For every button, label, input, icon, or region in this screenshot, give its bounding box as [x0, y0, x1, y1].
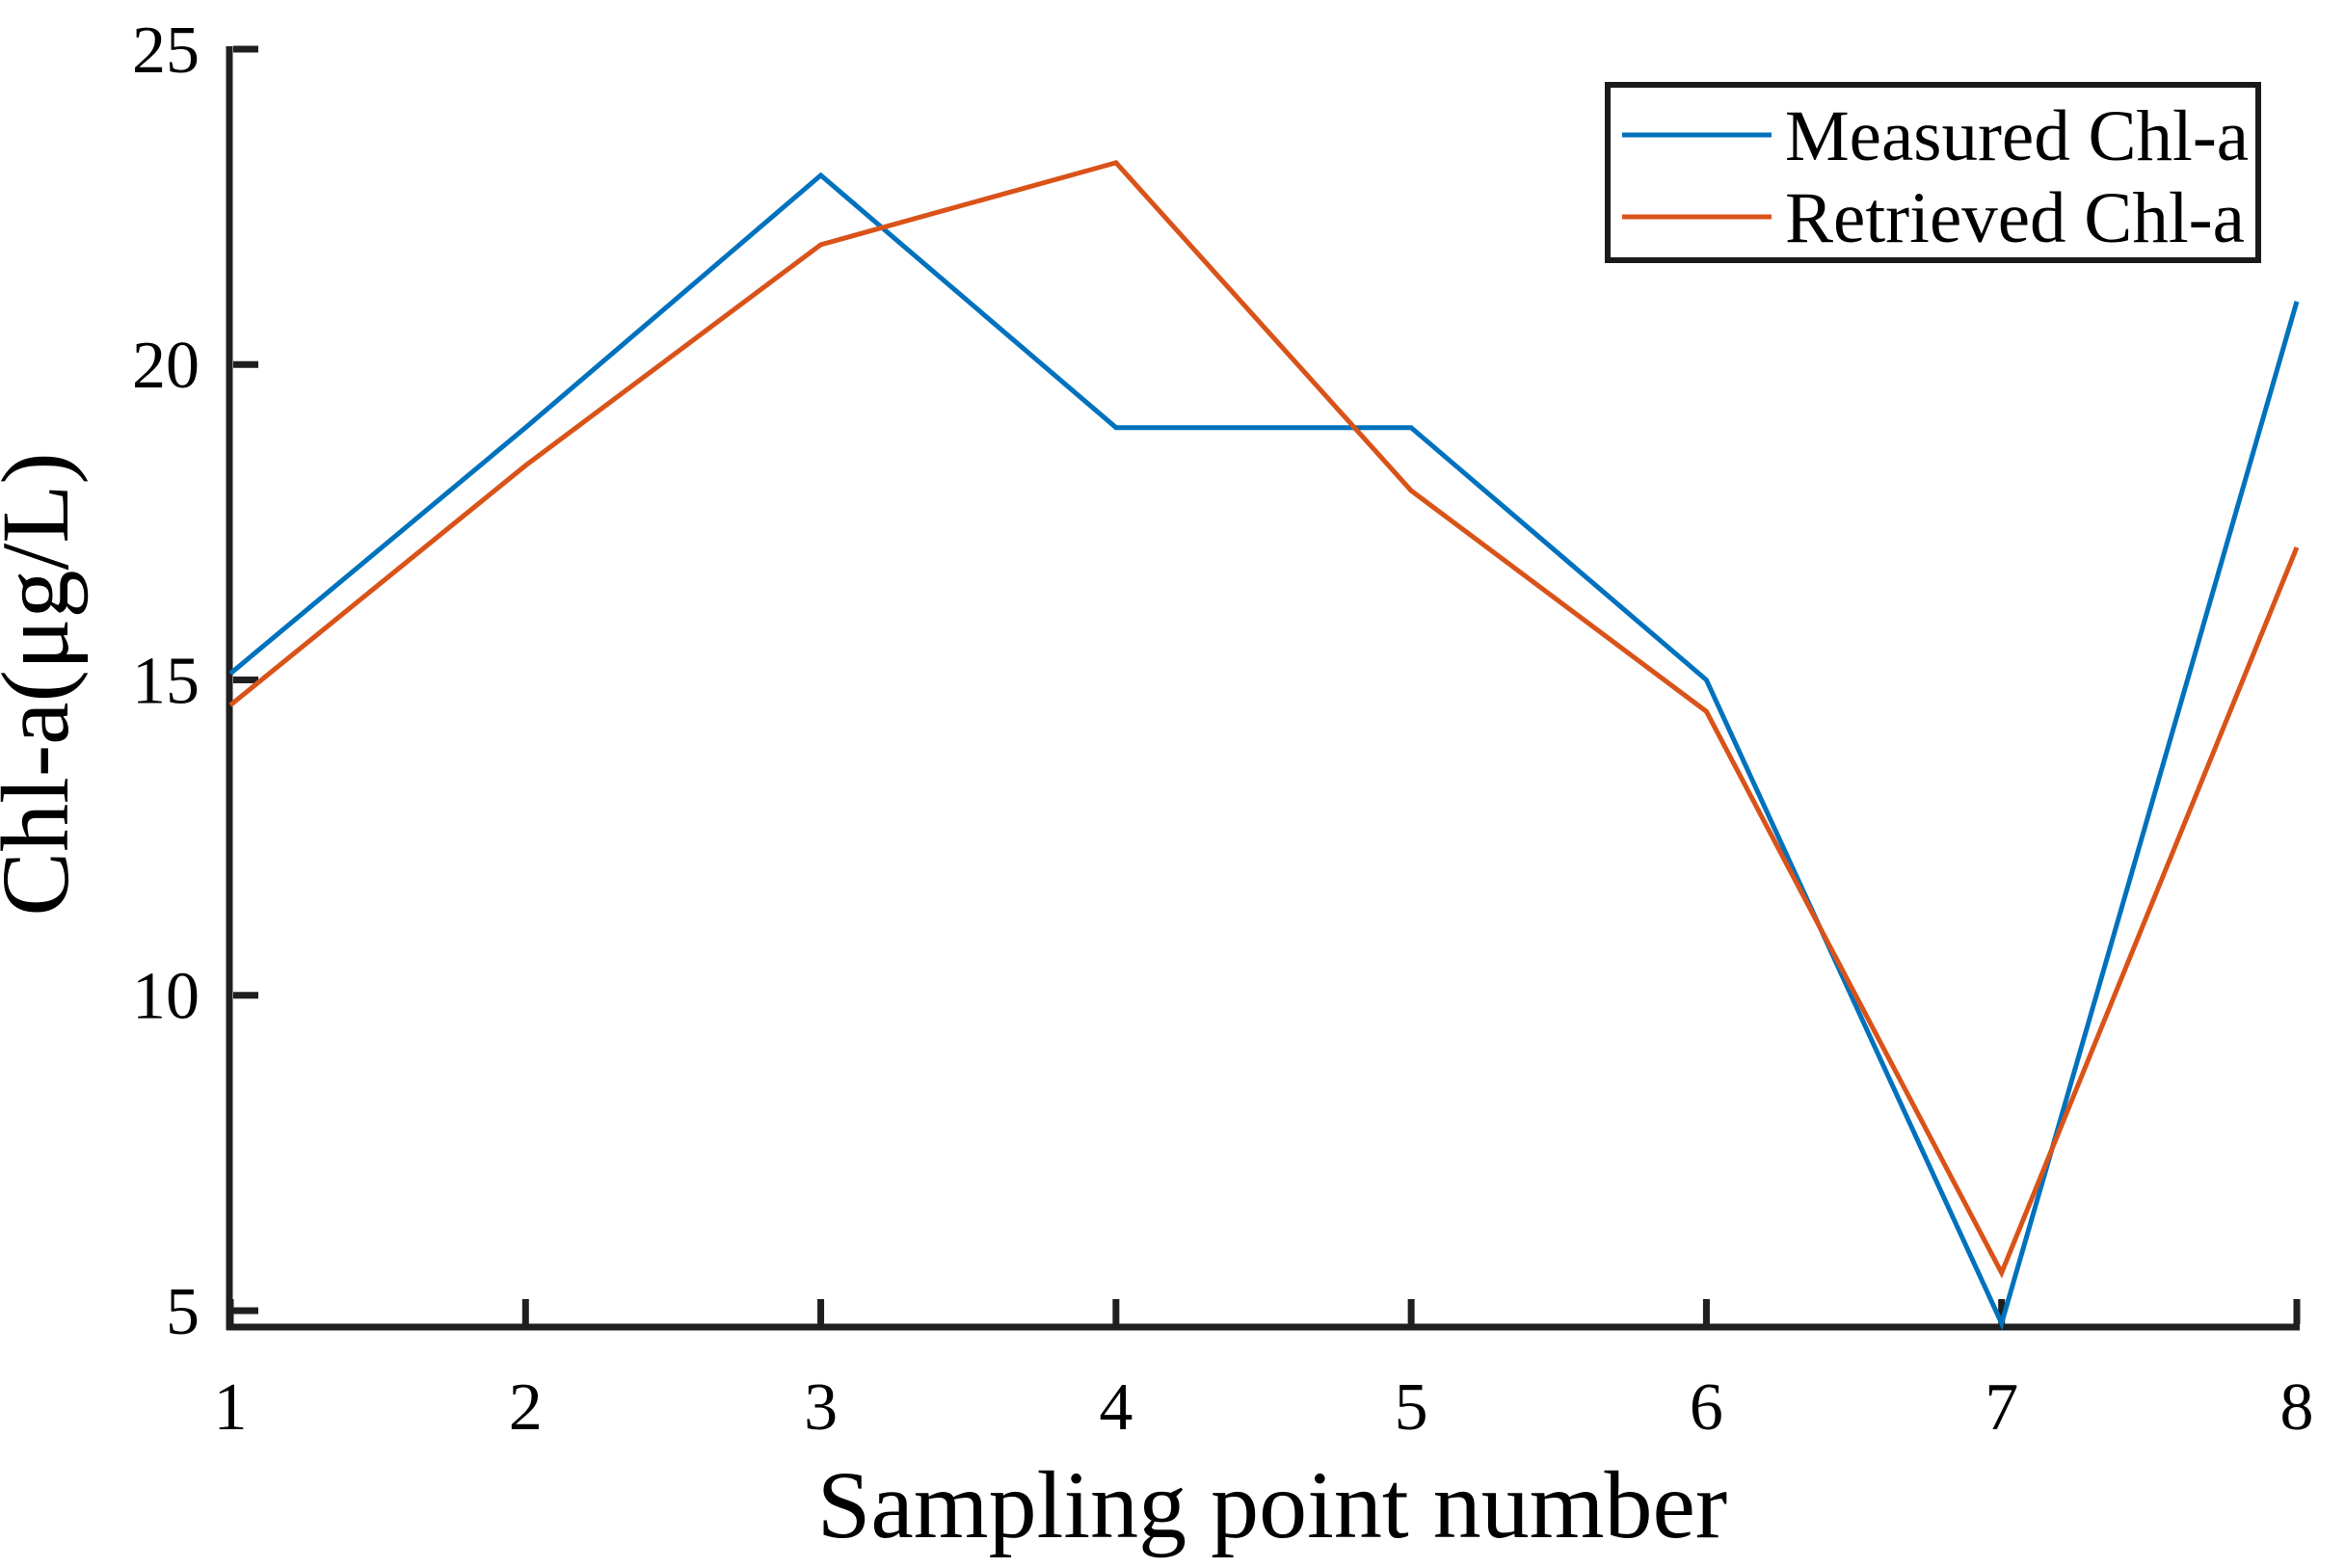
y-axis: 5 10 15 20 25: [132, 13, 258, 1349]
x-tick-label: 4: [1099, 1370, 1133, 1445]
x-axis-title: Sampling point number: [817, 1451, 1727, 1558]
x-tick-label: 3: [804, 1370, 838, 1445]
y-tick-label: 10: [132, 960, 200, 1034]
x-tick-label: 8: [2280, 1370, 2314, 1445]
x-axis: 1 2 3 4 5 6 7 8: [214, 1299, 2314, 1445]
x-tick-label: 1: [214, 1370, 248, 1445]
x-ticks: [227, 1299, 2301, 1324]
y-tick-label: 25: [132, 13, 200, 88]
y-tick-label: 15: [132, 644, 200, 718]
y-tick-labels: 5 10 15 20 25: [132, 13, 200, 1349]
y-axis-title: Chl-a(μg/L): [0, 452, 89, 916]
legend-retrieved-label: Retrieved Chl-a: [1785, 178, 2245, 258]
x-tick-labels: 1 2 3 4 5 6 7 8: [214, 1370, 2314, 1445]
x-tick-label: 5: [1395, 1370, 1428, 1445]
x-tick-label: 6: [1690, 1370, 1723, 1445]
legend: Measured Chl-a Retrieved Chl-a: [1605, 82, 2261, 263]
series-retrieved-line: [228, 159, 2300, 1279]
legend-measured-label: Measured Chl-a: [1785, 96, 2249, 176]
x-tick-label: 2: [509, 1370, 543, 1445]
y-tick-label: 5: [166, 1275, 200, 1349]
y-tick-label: 20: [132, 329, 200, 403]
x-tick-label: 7: [1985, 1370, 2018, 1445]
series-measured-line: [228, 172, 2300, 1331]
y-ticks: [233, 45, 258, 1315]
legend-box: [1605, 82, 2261, 263]
